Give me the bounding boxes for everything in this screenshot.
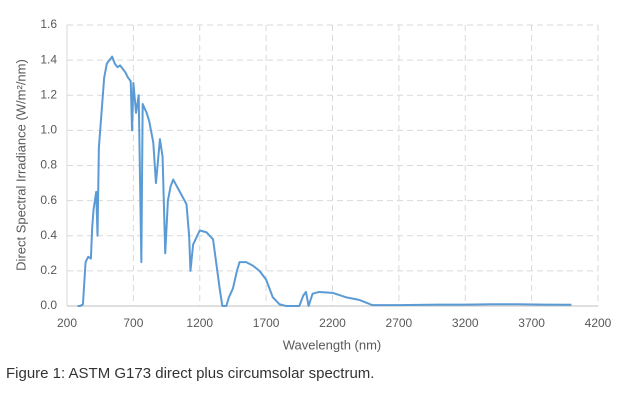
x-tick-label: 700: [123, 316, 143, 330]
y-tick-label: 1.0: [40, 123, 57, 137]
y-tick-label: 0.2: [40, 263, 57, 277]
x-axis-label: Wavelength (nm): [283, 337, 382, 352]
y-tick-label: 1.6: [40, 17, 57, 31]
y-tick-label: 0.8: [40, 158, 57, 172]
x-tick-label: 3700: [518, 316, 545, 330]
y-tick-label: 1.2: [40, 87, 57, 101]
spectrum-line: [77, 55, 572, 307]
x-tick-label: 1200: [186, 316, 213, 330]
y-tick-label: 0.4: [40, 228, 57, 242]
y-tick-label: 0.6: [40, 193, 57, 207]
x-tick-label: 2700: [386, 316, 413, 330]
y-tick-label: 0.0: [40, 298, 57, 312]
x-tick-label: 1700: [253, 316, 280, 330]
x-tick-label: 2200: [319, 316, 346, 330]
caption: Figure 1: ASTM G173 direct plus circumso…: [6, 365, 374, 382]
x-tick-label: 4200: [585, 316, 612, 330]
y-axis-label: Direct Spectral Irradiance (W/m²/nm): [13, 59, 28, 271]
y-tick-label: 1.4: [40, 52, 57, 66]
x-tick-label: 200: [57, 316, 77, 330]
x-tick-label: 3200: [452, 316, 479, 330]
